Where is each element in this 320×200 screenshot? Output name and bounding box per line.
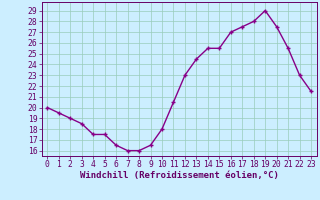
X-axis label: Windchill (Refroidissement éolien,°C): Windchill (Refroidissement éolien,°C)	[80, 171, 279, 180]
